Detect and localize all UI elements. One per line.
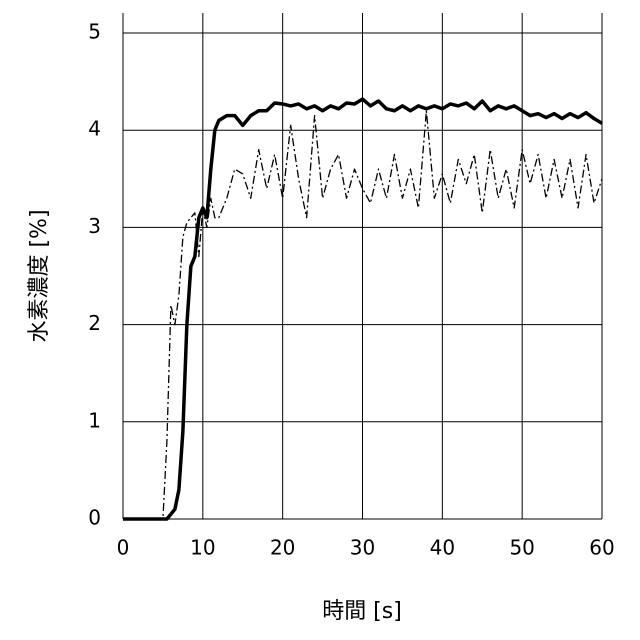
y-tick-label: 4 (88, 117, 101, 141)
y-tick-label: 2 (88, 311, 101, 335)
y-tick-label: 0 (88, 506, 101, 530)
x-axis-label: 時間 [s] (322, 599, 402, 624)
chart: 時間 [s] 水素濃度 [%] 0123450102030405060 (0, 0, 640, 640)
y-tick-label: 5 (88, 20, 101, 44)
y-tick-label: 3 (88, 214, 101, 238)
y-axis-label: 水素濃度 [%] (27, 209, 52, 342)
x-tick-label: 0 (117, 536, 130, 560)
x-tick-label: 60 (589, 536, 614, 560)
x-tick-label: 10 (190, 536, 215, 560)
x-tick-label: 20 (270, 536, 295, 560)
x-tick-label: 30 (350, 536, 375, 560)
x-tick-label: 40 (430, 536, 455, 560)
y-tick-label: 1 (88, 408, 101, 432)
x-tick-label: 50 (509, 536, 534, 560)
